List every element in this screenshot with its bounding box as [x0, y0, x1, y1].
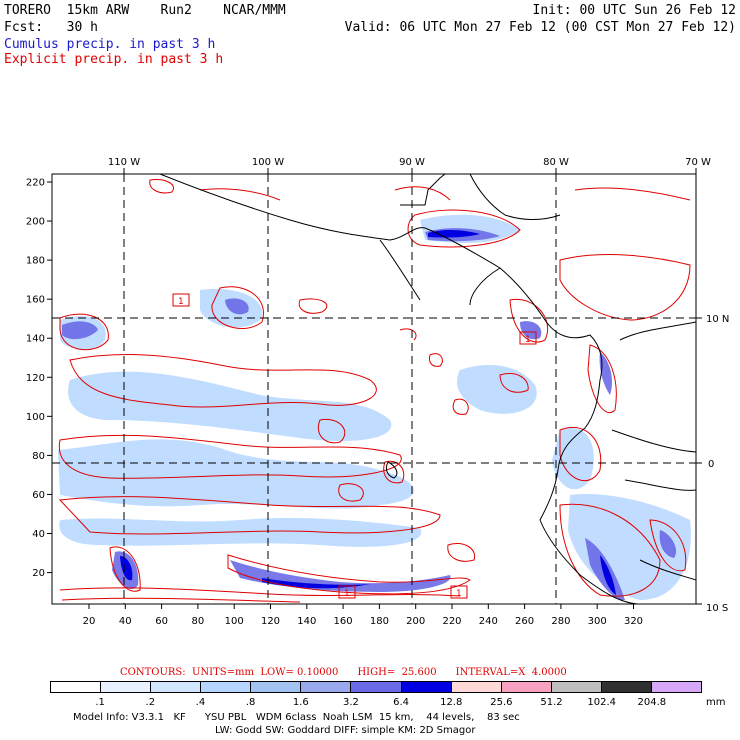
colorbar-label: 6.4: [393, 697, 410, 708]
left-tick-label: 220: [26, 178, 45, 189]
explicit-precip-contours: [58, 179, 691, 603]
left-tick-label: 200: [26, 217, 45, 228]
legend-cumulus: Cumulus precip. in past 3 h: [4, 37, 216, 52]
left-tick-label: 60: [32, 490, 45, 501]
lon-label: 90 W: [399, 157, 425, 168]
colorbar-segment: [401, 682, 452, 692]
colorbar-segment: [251, 682, 302, 692]
colorbar-segment: [201, 682, 252, 692]
bottom-tick-label: 80: [192, 616, 205, 627]
bottom-tick-label: 20: [83, 616, 96, 627]
lat-label: 10 S: [706, 603, 728, 614]
coastline: [159, 174, 696, 604]
map-frame: [51, 173, 697, 605]
bottom-tick-label: 260: [515, 616, 534, 627]
left-tick-label: 180: [26, 256, 45, 267]
colorbar-label: 102.4: [587, 697, 617, 708]
contours-info: CONTOURS: UNITS=mm LOW= 0.10000 HIGH= 25…: [120, 667, 567, 678]
colorbar-label: 12.8: [440, 697, 463, 708]
colorbar-label: 204.8: [637, 697, 667, 708]
header-model-title: TORERO 15km ARW Run2 NCAR/MMM: [4, 3, 286, 18]
box-label: 1: [178, 297, 184, 307]
bottom-tick-label: 320: [624, 616, 643, 627]
colorbar: [50, 681, 702, 693]
bottom-tick-label: 180: [370, 616, 389, 627]
left-axis: 220 200 180 160 140 120 100 80 60 40 20: [26, 178, 52, 579]
box-label: 1: [344, 589, 350, 599]
box-label: 1: [525, 335, 531, 345]
left-tick-label: 160: [26, 295, 45, 306]
left-tick-label: 100: [26, 412, 45, 423]
colorbar-label: .4: [195, 697, 206, 708]
bottom-tick-label: 280: [551, 616, 570, 627]
lat-label: 10 N: [706, 314, 729, 325]
lon-label: 80 W: [543, 157, 569, 168]
lon-label: 100 W: [252, 157, 284, 168]
bottom-tick-label: 100: [225, 616, 244, 627]
bottom-tick-label: 160: [334, 616, 353, 627]
header-init-time: Init: 00 UTC Sun 26 Feb 12: [532, 3, 737, 18]
colorbar-unit: mm: [706, 697, 726, 708]
lat-lon-grid: [52, 174, 696, 604]
max-value-boxes: [172, 293, 537, 599]
model-info-line1: Model Info: V3.3.1 KF YSU PBL WDM 6class…: [73, 712, 520, 723]
colorbar-label: 3.2: [342, 697, 359, 708]
bottom-tick-label: 240: [479, 616, 498, 627]
bottom-axis: 20 40 60 80 100 120 140 160 180 200 220 240 260 280 30…: [83, 604, 643, 627]
colorbar-label: .2: [145, 697, 156, 708]
bottom-tick-label: 60: [155, 616, 168, 627]
bottom-tick-label: 40: [119, 616, 132, 627]
left-tick-label: 20: [32, 568, 45, 579]
colorbar-segment: [601, 682, 652, 692]
colorbar-label: 1.6: [292, 697, 309, 708]
lon-label: 110 W: [108, 157, 140, 168]
colorbar-segment: [551, 682, 602, 692]
colorbar-segment: [101, 682, 152, 692]
colorbar-label: 51.2: [540, 697, 563, 708]
colorbar-segment: [651, 682, 702, 692]
colorbar-segment: [51, 682, 102, 692]
colorbar-segment: [301, 682, 352, 692]
header-valid-time: Valid: 06 UTC Mon 27 Feb 12 (00 CST Mon …: [344, 20, 736, 35]
left-tick-label: 40: [32, 529, 45, 540]
header-forecast-hour: Fcst: 30 h: [4, 20, 98, 35]
box-label: 1: [456, 589, 462, 599]
colorbar-segment: [451, 682, 502, 692]
lon-label: 70 W: [685, 157, 711, 168]
left-tick-label: 140: [26, 334, 45, 345]
colorbar-label: .8: [245, 697, 256, 708]
colorbar-segment: [151, 682, 202, 692]
left-tick-label: 80: [32, 451, 45, 462]
model-info-line2: LW: Godd SW: Goddard DIFF: simple KM: 2D…: [215, 725, 476, 736]
bottom-tick-label: 300: [588, 616, 607, 627]
lat-label: 0: [708, 459, 714, 470]
cumulus-precip-areas: [58, 214, 691, 600]
bottom-tick-label: 220: [442, 616, 461, 627]
left-tick-label: 120: [26, 373, 45, 384]
bottom-tick-label: 140: [297, 616, 316, 627]
colorbar-label: .1: [95, 697, 105, 708]
colorbar-label: 25.6: [490, 697, 513, 708]
bottom-tick-label: 120: [261, 616, 280, 627]
legend-explicit: Explicit precip. in past 3 h: [4, 52, 224, 67]
bottom-tick-label: 200: [406, 616, 425, 627]
colorbar-segment: [351, 682, 402, 692]
colorbar-segment: [501, 682, 552, 692]
